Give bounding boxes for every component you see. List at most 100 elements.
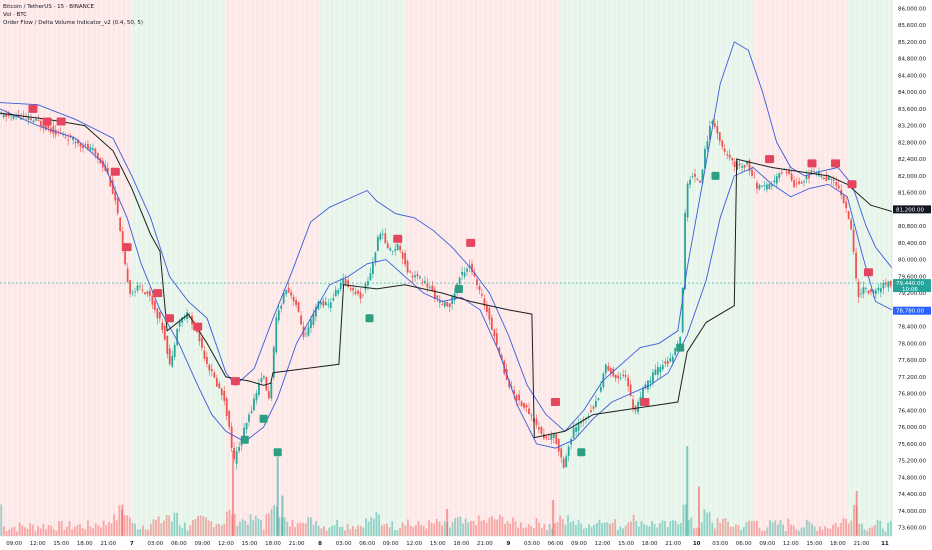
- volume-bar: [131, 522, 134, 536]
- candle-body: [391, 251, 394, 252]
- y-tick-label: 77,600.00: [898, 358, 926, 364]
- candle-body: [109, 176, 112, 187]
- candle-body: [27, 116, 30, 120]
- y-tick-label: 86,000.00: [898, 6, 926, 12]
- candle-body: [535, 418, 538, 425]
- volume-bar: [302, 523, 304, 536]
- candle-body: [478, 286, 481, 291]
- volume-bar: [260, 519, 262, 536]
- candle-body: [495, 333, 498, 346]
- volume-bar: [409, 525, 412, 536]
- sell-marker: [393, 234, 403, 243]
- candle-body: [384, 233, 387, 244]
- volume-bar: [459, 516, 462, 536]
- volume-bar: [39, 528, 42, 536]
- candle-body: [270, 382, 273, 399]
- y-tick-label: 83,200.00: [898, 124, 926, 130]
- volume-bar: [845, 519, 847, 536]
- volume-bar: [451, 521, 454, 536]
- candle-body: [436, 295, 439, 299]
- candle-body: [339, 283, 342, 290]
- candle-body: [845, 201, 848, 208]
- y-tick-label: 83,600.00: [898, 107, 926, 113]
- sell-marker: [56, 117, 66, 126]
- candle-body: [599, 386, 602, 392]
- upper-band-line: [0, 41, 893, 432]
- candle-body: [704, 149, 706, 169]
- sell-marker: [164, 314, 174, 323]
- legend-indicator[interactable]: Order Flow / Delta Volume Indicator_v2 (…: [3, 20, 143, 26]
- candle-body: [684, 213, 687, 290]
- volume-bar: [847, 523, 850, 536]
- volume-bar: [68, 521, 71, 536]
- sell-marker: [863, 268, 873, 277]
- candle-body: [691, 175, 694, 177]
- volume-bar: [262, 529, 265, 536]
- volume-bar: [585, 527, 588, 536]
- candle-body: [490, 317, 493, 330]
- volume-bar: [386, 523, 388, 536]
- candle-body: [258, 383, 260, 395]
- legend-volume[interactable]: Vol · BTC: [3, 12, 28, 18]
- volume-bar: [37, 525, 39, 536]
- candle-body: [540, 427, 543, 434]
- volume-bar: [207, 520, 210, 536]
- candle-body: [74, 141, 77, 144]
- volume-bar: [711, 522, 714, 536]
- volume-spike: [446, 509, 449, 536]
- candle-body: [458, 277, 461, 285]
- candle-body: [280, 305, 283, 309]
- candle-body: [874, 290, 877, 294]
- volume-spike: [698, 486, 701, 536]
- volume-bar: [535, 518, 538, 536]
- volume-bar: [317, 525, 320, 536]
- candle-body: [389, 248, 392, 251]
- volume-bar: [170, 521, 173, 536]
- volume-bar: [370, 517, 373, 536]
- volume-bar: [850, 520, 853, 536]
- volume-bar: [34, 530, 37, 536]
- volume-bar: [105, 525, 108, 536]
- volume-bar: [165, 514, 168, 536]
- candle-body: [612, 368, 615, 377]
- y-tick-label: 74,400.00: [898, 492, 926, 498]
- candle-body: [756, 182, 758, 189]
- candle-body: [300, 315, 302, 325]
- volume-bar: [519, 522, 522, 536]
- volume-bar: [100, 527, 102, 536]
- x-tick-label: 09:00: [6, 541, 22, 547]
- candle-body: [525, 405, 528, 408]
- volume-bar: [226, 511, 228, 536]
- volume-bar: [94, 523, 97, 536]
- candle-body: [515, 395, 518, 401]
- volume-bar: [3, 526, 5, 536]
- volume-bar: [538, 522, 541, 536]
- candle-body: [401, 252, 404, 259]
- candle-body: [126, 268, 129, 282]
- candle-body: [84, 144, 87, 145]
- volume-bar: [84, 529, 87, 536]
- candle-body: [62, 134, 65, 136]
- candle-body: [119, 217, 122, 231]
- volume-bar: [31, 524, 34, 536]
- candle-body: [101, 160, 104, 168]
- volume-bar: [504, 523, 506, 536]
- legend-symbol[interactable]: Bitcoin / TetherUS · 15 · BINANCE: [3, 4, 95, 10]
- volume-bar: [532, 528, 535, 536]
- candle-body: [322, 300, 325, 307]
- volume-bar: [265, 514, 268, 536]
- candle-body: [411, 275, 414, 278]
- volume-bar: [616, 529, 619, 536]
- candle-body: [344, 278, 347, 285]
- volume-bar: [853, 504, 855, 536]
- candle-body: [376, 237, 379, 251]
- volume-bar: [470, 520, 472, 536]
- candle-body: [798, 181, 800, 184]
- volume-bar: [677, 524, 680, 536]
- volume-bar: [614, 519, 617, 536]
- candle-body: [822, 178, 825, 180]
- volume-bar: [186, 530, 189, 536]
- volume-bar: [813, 526, 816, 536]
- candle-body: [104, 166, 107, 171]
